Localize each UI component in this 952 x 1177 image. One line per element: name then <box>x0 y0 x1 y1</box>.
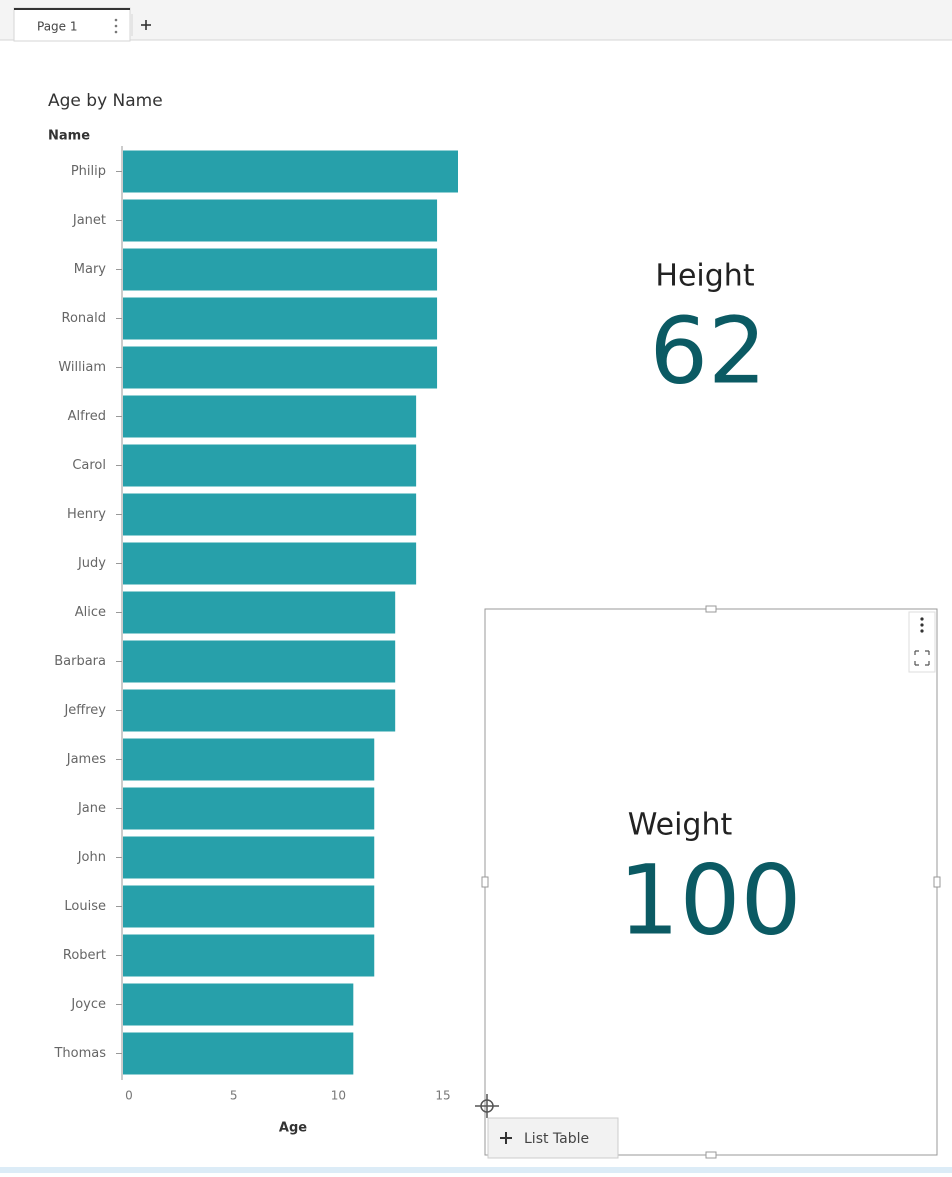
object-toolbar <box>908 611 936 673</box>
status-bar <box>0 1167 952 1173</box>
bar <box>123 542 417 585</box>
bar <box>123 346 438 389</box>
add-tab[interactable] <box>141 20 151 30</box>
y-tick-label: Carol <box>72 458 106 473</box>
plus-icon <box>500 1132 512 1144</box>
y-tick-label: John <box>77 850 106 865</box>
tab-label[interactable]: Page 1 <box>37 20 78 34</box>
tab-indicator <box>14 8 130 10</box>
y-tick-label: Henry <box>67 507 106 522</box>
bar <box>123 787 375 830</box>
y-tick-label: William <box>58 360 106 375</box>
bar <box>123 738 375 781</box>
bar <box>123 934 375 977</box>
y-tick-label: Philip <box>71 164 106 179</box>
maximize-button[interactable] <box>914 650 930 666</box>
y-tick-label: Thomas <box>53 1046 106 1061</box>
selected-object[interactable] <box>484 608 938 1156</box>
y-tick-label: Jeffrey <box>63 703 106 718</box>
y-tick-label: Louise <box>64 899 106 914</box>
y-tick-label: Barbara <box>54 654 106 669</box>
y-tick-label: Mary <box>74 262 107 277</box>
kpi-label: Height <box>655 259 754 294</box>
y-tick-label: Judy <box>77 556 106 571</box>
bar <box>123 493 417 536</box>
drop-hint-label: List Table <box>524 1131 589 1147</box>
tab-bar <box>0 0 952 40</box>
bar <box>123 689 396 732</box>
bar <box>123 444 417 487</box>
tab[interactable] <box>13 7 131 42</box>
tab-menu[interactable] <box>114 18 118 34</box>
object-menu[interactable] <box>920 617 924 633</box>
y-tick-label: Alfred <box>68 409 106 424</box>
bar <box>123 395 417 438</box>
x-axis-title: Age <box>279 1121 307 1136</box>
bar <box>123 297 438 340</box>
chart-title: Age by Name <box>48 91 163 111</box>
x-tick-label: 15 <box>435 1089 450 1103</box>
bar <box>123 836 375 879</box>
bar <box>123 1032 354 1075</box>
x-tick-label: 5 <box>230 1089 238 1103</box>
move-cursor <box>475 1094 499 1118</box>
bar <box>123 248 438 291</box>
x-tick-label: 0 <box>125 1089 133 1103</box>
bar <box>123 983 354 1026</box>
y-axis-title: Name <box>48 129 90 144</box>
bar <box>123 591 396 634</box>
y-tick-label: James <box>66 752 106 767</box>
y-tick-label: Ronald <box>62 311 106 326</box>
y-tick-label: Janet <box>72 213 106 228</box>
y-tick-label: Alice <box>75 605 106 620</box>
bar <box>123 150 458 193</box>
y-tick-label: Jane <box>77 801 106 816</box>
y-tick-label: Joyce <box>70 997 106 1012</box>
kpi-label: Weight <box>628 808 733 843</box>
kpi-value: 100 <box>618 844 801 956</box>
bar <box>123 199 438 242</box>
bar <box>123 885 375 928</box>
kpi-value: 62 <box>649 297 766 404</box>
resize-handles[interactable] <box>481 605 941 1159</box>
bar <box>123 640 396 683</box>
bar-chart: 0 5 10 15 Philip Janet Mary Ronald William Alfred… <box>53 150 458 1103</box>
y-tick-label: Robert <box>63 948 106 963</box>
x-tick-label: 10 <box>331 1089 346 1103</box>
